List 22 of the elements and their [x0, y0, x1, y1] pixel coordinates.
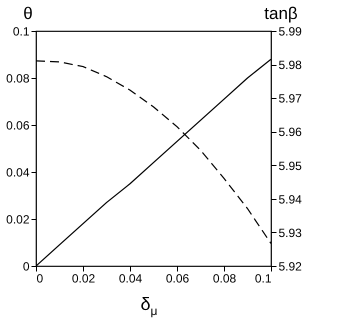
x-tick-label: 0.04 [118, 272, 142, 286]
x-tick-label: 0.06 [166, 272, 190, 286]
y-tick-label: 0.02 [6, 212, 30, 226]
y2-tick-label: 5.96 [278, 125, 302, 140]
x-tick-label: 0.08 [212, 272, 236, 286]
y2-tick-label: 5.97 [278, 92, 302, 106]
y-axis-title: θ [23, 4, 33, 23]
y2-tick-label: 5.98 [278, 58, 302, 72]
y2-axis-title: tanβ [264, 4, 298, 23]
y2-tick-label: 5.95 [278, 158, 302, 173]
y-tick-label: 0.04 [6, 166, 30, 180]
y-tick-label: 0.1 [12, 24, 30, 38]
y2-tick-label: 5.92 [278, 260, 302, 274]
x-tick-label: 0.02 [72, 272, 96, 286]
y2-tick-label: 5.99 [278, 24, 302, 38]
x-tick-label: 0 [36, 272, 44, 286]
y-tick-label: 0 [22, 260, 30, 274]
x-tick-label: 0.1 [254, 272, 272, 286]
y-tick-label: 0.08 [6, 72, 30, 86]
y2-tick-label: 5.93 [278, 226, 302, 240]
y2-tick-label: 5.94 [278, 192, 302, 206]
y-tick-label: 0.06 [6, 118, 30, 132]
